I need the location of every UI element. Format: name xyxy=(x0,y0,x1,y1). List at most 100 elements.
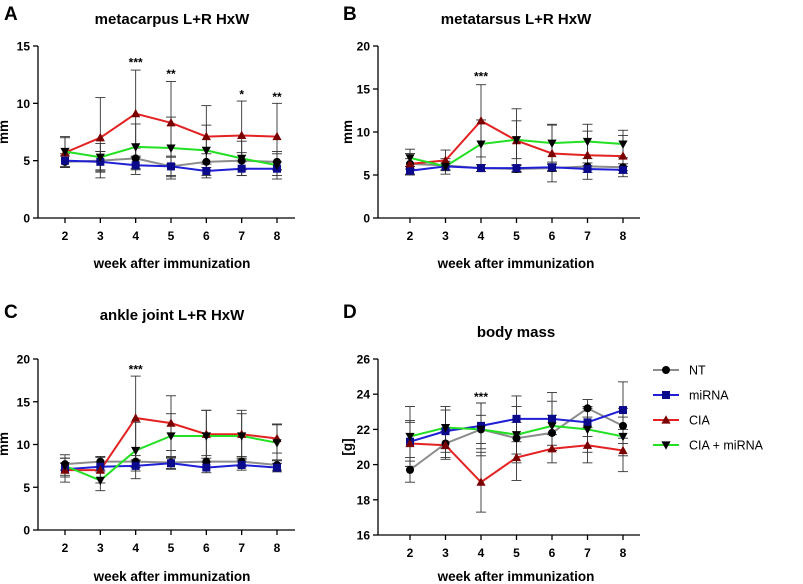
y-axis-label: mm xyxy=(0,432,11,456)
data-point xyxy=(511,452,522,462)
legend-item-ciam: CIA + miRNA xyxy=(653,439,764,453)
data-point xyxy=(583,404,592,413)
data-point xyxy=(618,140,628,149)
data-point xyxy=(131,413,141,422)
y-tick-label: 24 xyxy=(357,388,371,402)
x-tick-label: 5 xyxy=(513,229,520,243)
panel-letter: B xyxy=(343,4,357,25)
data-point xyxy=(272,131,282,141)
chart-title: metatarsus L+R HxW xyxy=(441,11,592,28)
panel-letter: C xyxy=(4,302,18,323)
data-point xyxy=(547,422,557,431)
y-tick-label: 22 xyxy=(357,423,371,437)
panel-letter: D xyxy=(343,302,357,323)
data-point xyxy=(201,146,211,156)
data-point xyxy=(237,461,246,470)
data-point xyxy=(619,165,627,174)
y-tick-label: 16 xyxy=(357,529,371,543)
data-point xyxy=(202,463,211,472)
data-point xyxy=(131,461,140,470)
data-point xyxy=(60,147,70,157)
markers-ciam xyxy=(60,432,282,486)
legend-marker xyxy=(661,441,671,450)
data-point xyxy=(405,432,415,442)
data-point xyxy=(440,162,451,172)
data-point xyxy=(619,406,627,415)
data-point xyxy=(406,465,414,474)
markers-cia xyxy=(405,438,628,486)
legend-item-mirna: miRNA xyxy=(653,389,729,403)
data-point xyxy=(60,462,70,471)
data-point xyxy=(582,425,593,435)
y-axis-label: mm xyxy=(0,120,11,144)
y-tick-label: 0 xyxy=(23,524,30,538)
data-point xyxy=(547,139,557,148)
data-point xyxy=(618,445,628,455)
data-point xyxy=(440,424,451,433)
x-tick-label: 5 xyxy=(168,541,175,555)
x-tick-label: 6 xyxy=(203,541,210,555)
data-point xyxy=(166,432,176,441)
data-point xyxy=(476,425,486,435)
data-point xyxy=(582,150,593,159)
x-tick-label: 8 xyxy=(274,229,281,243)
significance-label: *** xyxy=(474,69,488,83)
y-tick-label: 20 xyxy=(357,40,371,54)
x-tick-label: 8 xyxy=(274,541,281,555)
significance-label: *** xyxy=(129,56,143,70)
data-point xyxy=(272,161,282,171)
x-axis-label: week after immunization xyxy=(437,569,595,584)
x-tick-label: 3 xyxy=(442,229,449,243)
x-tick-label: 4 xyxy=(132,541,139,555)
y-tick-label: 5 xyxy=(23,481,30,495)
data-point xyxy=(201,131,211,141)
panel-letter: A xyxy=(4,4,18,25)
x-tick-label: 4 xyxy=(478,546,485,560)
x-tick-label: 6 xyxy=(549,546,556,560)
data-point xyxy=(202,166,211,175)
chart-title: metacarpus L+R HxW xyxy=(95,11,250,28)
y-tick-label: 18 xyxy=(357,493,371,507)
y-tick-label: 26 xyxy=(357,353,371,367)
data-point xyxy=(95,132,105,142)
data-point xyxy=(237,432,247,441)
data-point xyxy=(131,446,141,456)
data-point xyxy=(61,156,69,165)
x-tick-label: 2 xyxy=(407,546,414,560)
legend-item-cia: CIA xyxy=(653,414,711,428)
y-axis-label: [g] xyxy=(340,438,355,455)
data-point xyxy=(167,162,175,171)
legend-label: miRNA xyxy=(689,389,729,403)
x-tick-label: 2 xyxy=(62,229,69,243)
y-tick-label: 0 xyxy=(23,212,30,226)
y-tick-label: 20 xyxy=(357,458,371,472)
chart-title: ankle joint L+R HxW xyxy=(100,307,245,324)
x-tick-label: 5 xyxy=(513,546,520,560)
data-point xyxy=(548,428,556,437)
y-tick-label: 5 xyxy=(23,154,30,168)
significance-label: * xyxy=(239,88,244,102)
y-axis-label: mm xyxy=(340,120,355,144)
data-point xyxy=(547,148,557,158)
y-tick-label: 20 xyxy=(17,353,31,367)
data-point xyxy=(131,154,140,163)
x-tick-label: 3 xyxy=(97,541,104,555)
data-point xyxy=(131,108,141,118)
y-tick-label: 10 xyxy=(357,126,371,140)
data-point xyxy=(548,163,556,172)
data-point xyxy=(202,157,211,166)
x-tick-label: 4 xyxy=(132,229,139,243)
data-point xyxy=(618,151,628,160)
significance-label: ** xyxy=(166,67,176,81)
data-point xyxy=(201,432,211,441)
data-point xyxy=(237,130,247,140)
legend-marker xyxy=(661,415,671,424)
data-point xyxy=(95,465,105,474)
data-point xyxy=(131,143,141,152)
significance-label: *** xyxy=(474,390,488,404)
markers-cia xyxy=(405,116,628,168)
data-point xyxy=(440,155,451,164)
data-point xyxy=(166,144,176,153)
